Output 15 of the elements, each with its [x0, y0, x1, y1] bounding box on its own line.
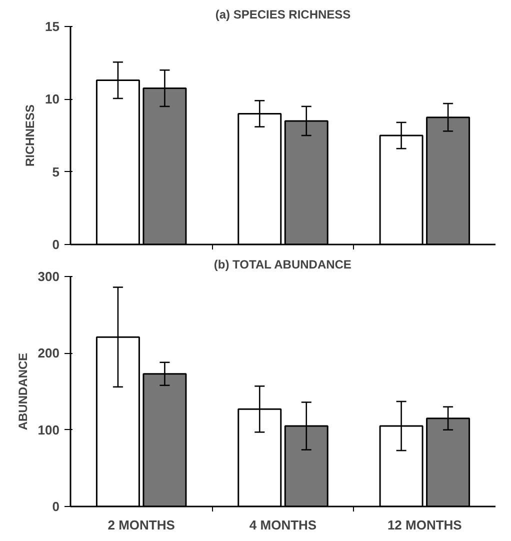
x-tick-label: 4 MONTHS [249, 518, 317, 532]
x-tick-label: 2 MONTHS [108, 518, 176, 532]
y-tick-label: 10 [45, 92, 60, 107]
chart-title: (b) TOTAL ABUNDANCE [214, 258, 352, 272]
x-tick-label: 12 MONTHS [387, 518, 462, 532]
y-tick-label: 200 [38, 346, 60, 361]
y-axis-title: ABUNDANCE [16, 352, 30, 430]
y-tick-label: 0 [52, 499, 60, 514]
y-tick-label: 0 [52, 237, 60, 252]
y-tick-label: 300 [38, 269, 60, 284]
y-tick-label: 5 [52, 164, 60, 180]
y-tick-label: 100 [38, 422, 60, 438]
chart-title: (a) SPECIES RICHNESS [215, 8, 351, 22]
y-axis-title: RICHNESS [23, 104, 38, 167]
y-tick-label: 15 [45, 19, 60, 34]
